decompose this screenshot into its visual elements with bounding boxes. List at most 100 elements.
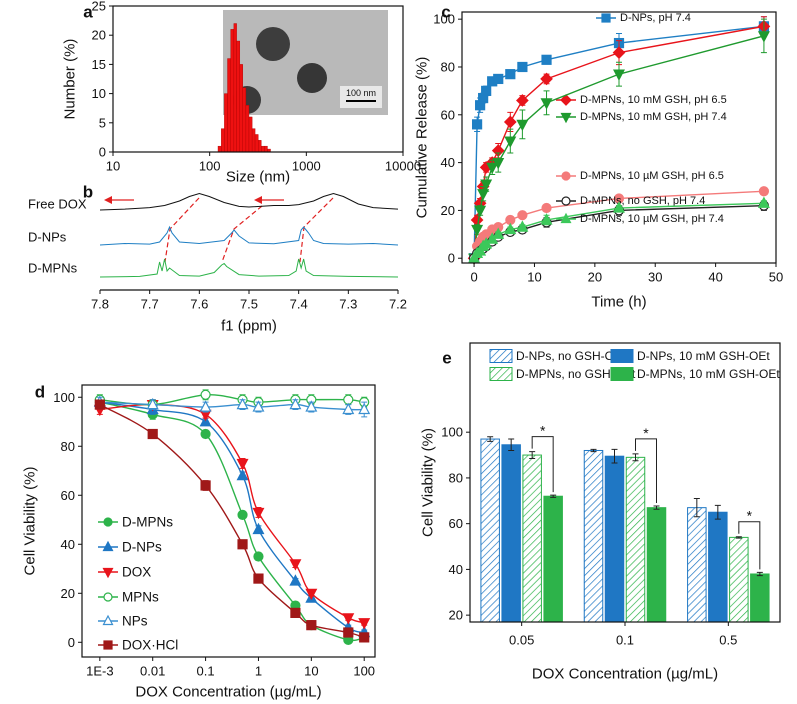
legend-label: D-NPs, pH 7.4 [620, 12, 691, 24]
x-tick-label: 0 [470, 270, 477, 285]
x-tick-label: 0.05 [509, 633, 534, 648]
marker [540, 98, 553, 110]
y-tick-label: 40 [449, 562, 463, 577]
x-tick-label: 0.01 [140, 664, 165, 679]
legend-marker [560, 112, 572, 124]
x-tick-label: 1000 [292, 159, 321, 174]
y-tick-label: 60 [441, 107, 455, 122]
histogram-bar [264, 145, 268, 153]
marker [343, 627, 354, 638]
marker [540, 213, 553, 225]
y-tick-label: 15 [92, 57, 106, 72]
marker [358, 402, 371, 415]
legend-marker [102, 567, 114, 579]
error-bar [550, 494, 557, 498]
x-tick-label: 1 [255, 664, 262, 679]
histogram-bar [221, 128, 225, 153]
legend-marker [102, 540, 114, 552]
plot-frame [461, 11, 777, 264]
marker [200, 480, 211, 491]
marker [541, 54, 552, 65]
plot-frame [112, 5, 404, 153]
histogram-bar [245, 105, 250, 153]
marker [94, 399, 105, 410]
error-bar [508, 438, 515, 451]
marker [474, 205, 487, 218]
y-tick-label: 80 [441, 59, 455, 74]
x-tick-label: 20 [588, 270, 602, 285]
marker [306, 620, 317, 631]
marker [612, 46, 626, 59]
significance-label: * [747, 508, 753, 524]
histogram-bar [239, 64, 243, 153]
marker [516, 94, 529, 107]
marker [252, 507, 265, 520]
marker [504, 222, 517, 235]
x-tick-label: 10000 [385, 159, 421, 174]
y-tick-label: 100 [433, 12, 455, 27]
panel-letter: e [442, 349, 451, 368]
y-tick-label: 40 [441, 155, 455, 170]
marker [200, 428, 211, 440]
bar [729, 536, 749, 623]
legend-label: NPs [122, 614, 148, 629]
x-tick-label: 7.3 [339, 297, 357, 312]
marker [236, 468, 249, 481]
marker [613, 69, 625, 81]
particle [256, 27, 290, 61]
y-tick-label: 80 [449, 470, 463, 485]
marker [516, 119, 529, 132]
marker [757, 31, 770, 43]
marker [480, 179, 493, 191]
marker [481, 85, 492, 96]
panel-letter: a [83, 3, 93, 22]
significance-bracket [738, 521, 761, 570]
x-tick-label: 7.4 [290, 297, 308, 312]
significance-label: * [540, 423, 546, 439]
trace-label: D-MPNs [28, 261, 78, 276]
error-bar [611, 448, 618, 464]
histogram-bar [258, 140, 262, 153]
significance-label: * [643, 425, 649, 441]
marker [290, 607, 301, 618]
dashed-guide [164, 197, 200, 263]
bar [583, 449, 604, 623]
y-tick-label: 10 [92, 86, 106, 101]
marker [492, 227, 505, 239]
legend-marker [103, 592, 113, 602]
particle [297, 63, 327, 93]
y-tick-label: 25 [92, 0, 106, 14]
marker [516, 220, 529, 232]
legend-label: D-MPNs [122, 515, 173, 530]
spectrum-trace [99, 258, 399, 278]
error-bar [653, 505, 660, 510]
bar [708, 511, 728, 623]
spectrum-trace [99, 225, 399, 246]
legend-label: MPNs [122, 590, 159, 605]
panel-letter: b [83, 183, 93, 202]
x-tick-label: 30 [648, 270, 662, 285]
shift-guides [104, 196, 334, 263]
marker [757, 196, 770, 208]
marker [493, 73, 504, 85]
x-axis-title: Size (nm) [226, 169, 290, 186]
histogram-bar [251, 128, 256, 153]
marker [504, 136, 517, 148]
legend-label: D-MPNs, 10 mM GSH, pH 7.4 [580, 111, 727, 123]
y-axis-title: Cumulative Release (%) [414, 57, 431, 219]
x-tick-label: 100 [199, 159, 221, 174]
legend-marker [601, 13, 611, 23]
bar [501, 444, 521, 623]
dashed-guide [221, 205, 263, 263]
series-line [99, 401, 365, 411]
marker [253, 551, 264, 562]
marker [517, 210, 528, 221]
histogram-bar [248, 116, 253, 153]
bar [480, 438, 500, 623]
legend-swatch [610, 367, 634, 381]
legend-marker [560, 94, 572, 106]
marker [358, 618, 371, 630]
y-tick-label: 20 [449, 608, 463, 623]
tem-inset: 100 nm [223, 10, 388, 115]
x-tick-label: 10 [106, 159, 120, 174]
